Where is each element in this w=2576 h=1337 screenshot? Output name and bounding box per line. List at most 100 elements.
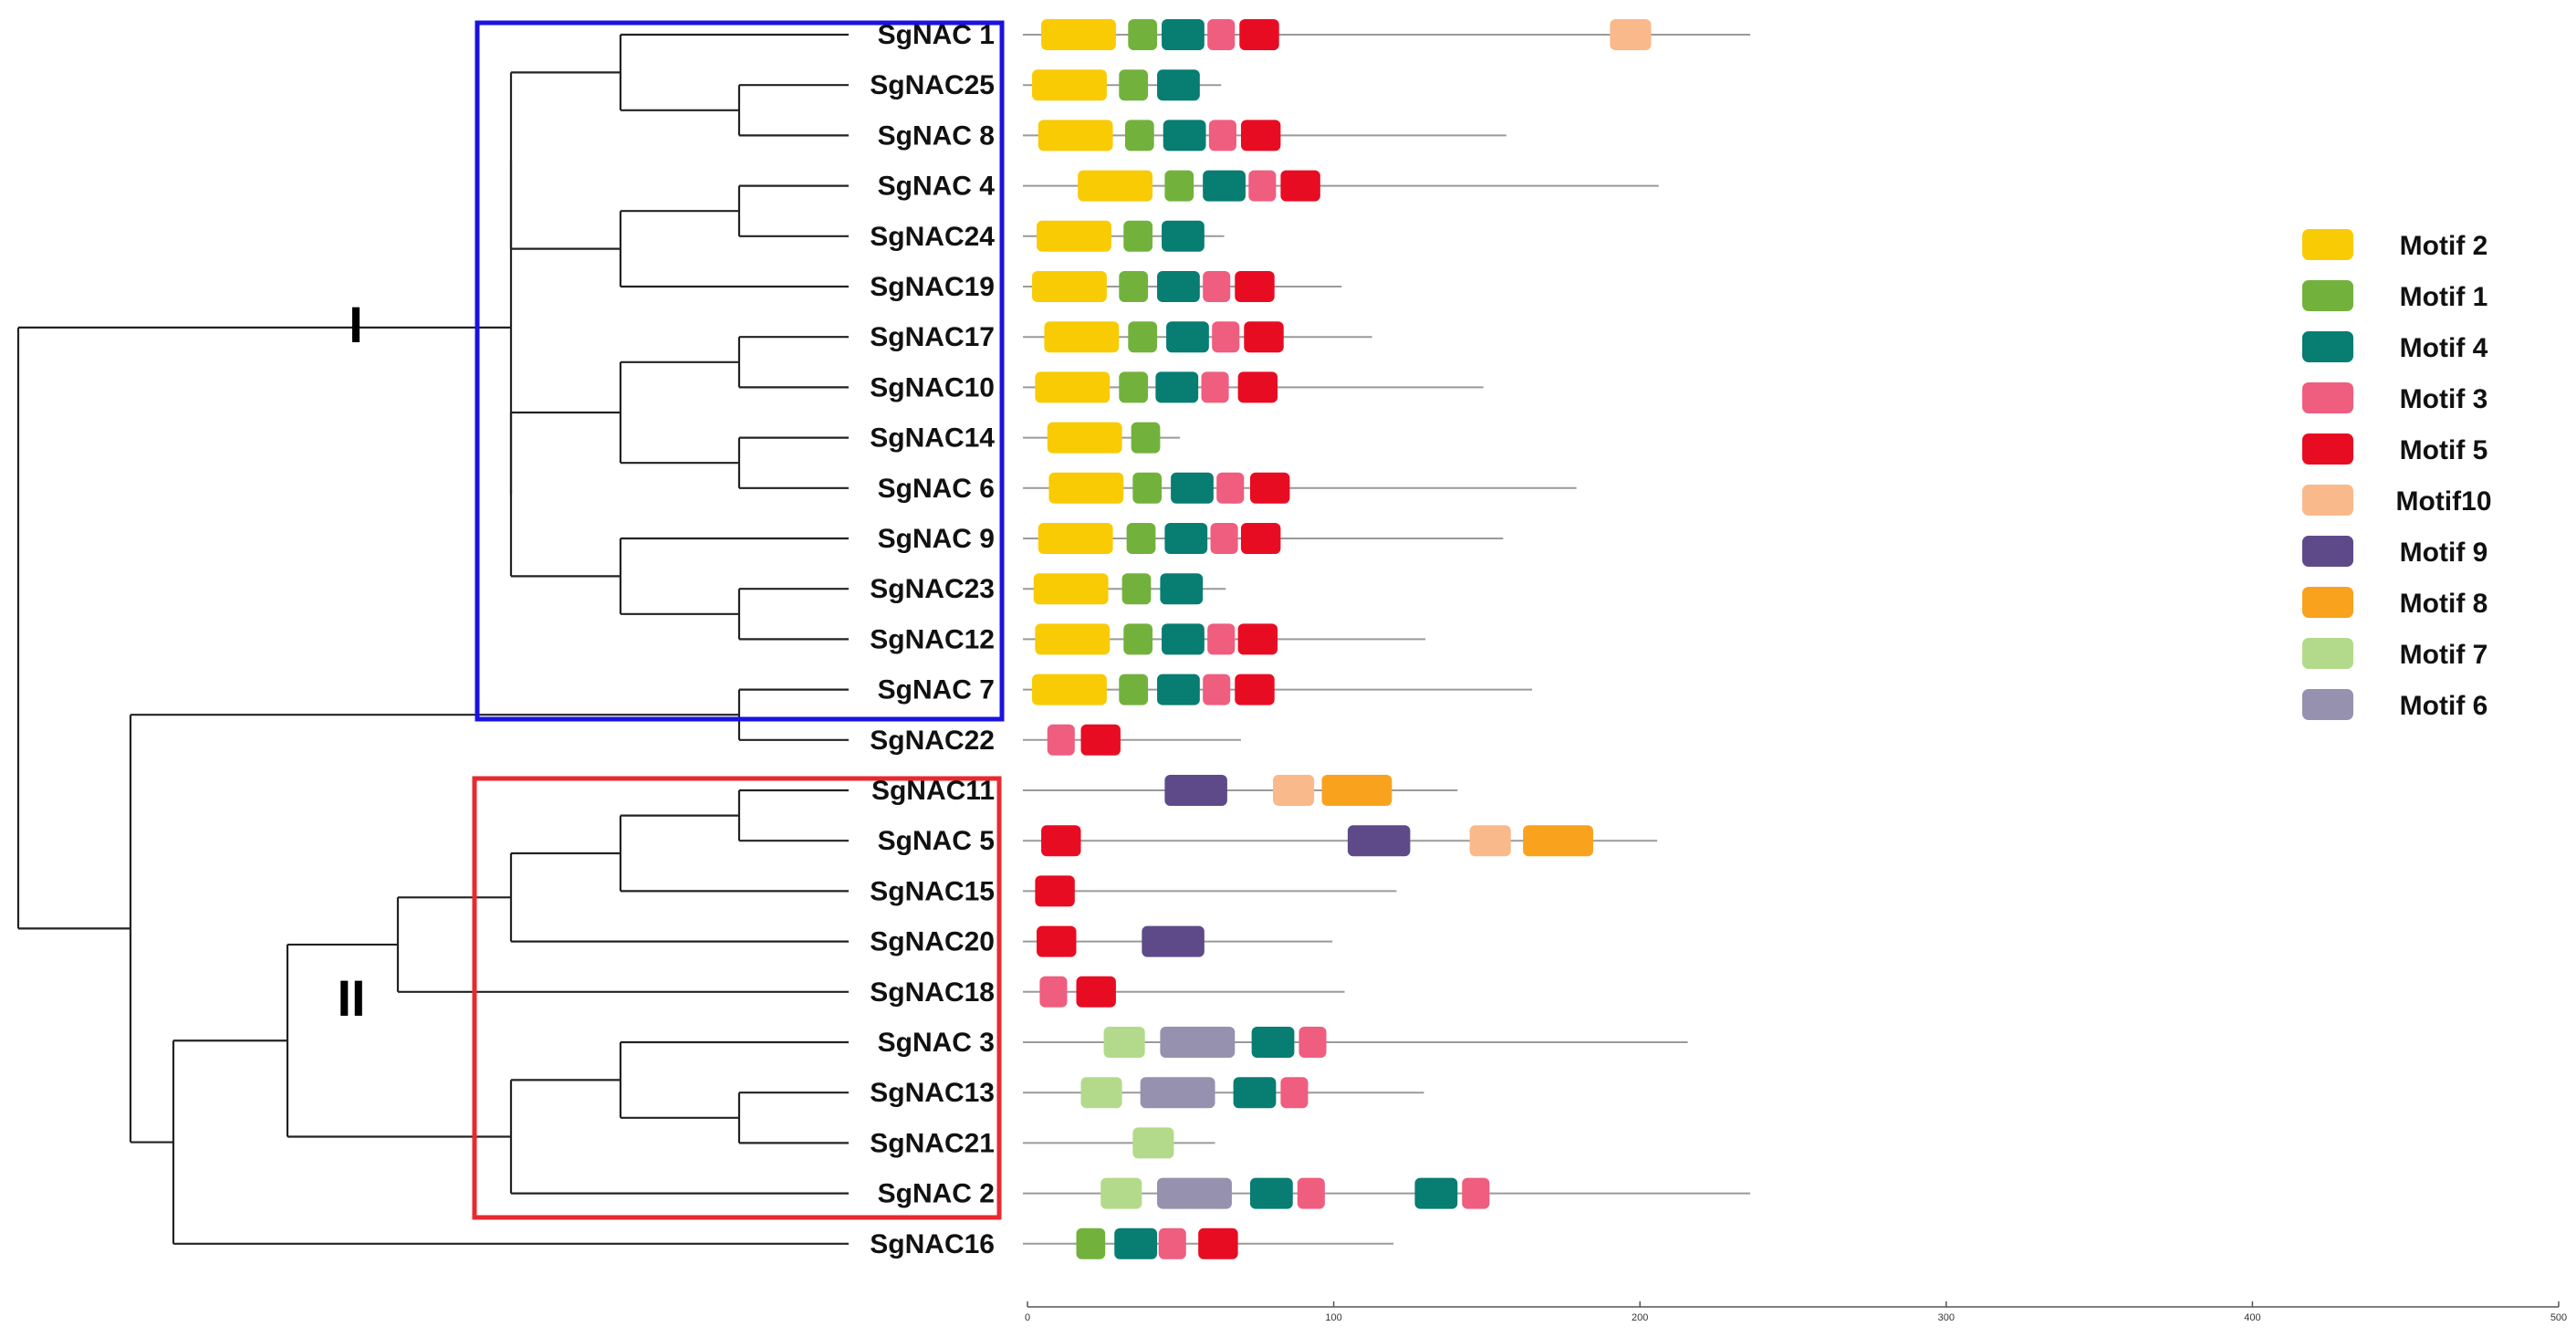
motif-box-motif4 <box>1162 220 1205 252</box>
legend-swatch-motif1 <box>2302 280 2353 311</box>
motif-box-motif4 <box>1251 1027 1295 1058</box>
axis-tick-label: 0 <box>1025 1312 1030 1323</box>
gene-label-sgnac2: SgNAC 2 <box>878 1179 995 1209</box>
legend-swatch-motif10 <box>2302 485 2353 516</box>
legend-label-motif6: Motif 6 <box>2400 691 2488 721</box>
motif-box-motif4 <box>1414 1177 1458 1209</box>
motif-box-motif2 <box>1048 472 1124 504</box>
gene-label-sgnac24: SgNAC24 <box>870 222 995 252</box>
group-label-II: II <box>337 969 365 1027</box>
gene-label-sgnac11: SgNAC11 <box>871 776 995 806</box>
motif-box-motif6 <box>1160 1027 1236 1058</box>
legend-swatch-motif5 <box>2302 433 2353 465</box>
gene-label-sgnac22: SgNAC22 <box>870 726 995 756</box>
legend-swatch-motif2 <box>2302 229 2353 260</box>
motif-box-motif1 <box>1164 170 1194 202</box>
motif-box-motif3 <box>1158 1227 1186 1259</box>
motif-box-motif2 <box>1032 674 1107 705</box>
motif-box-motif3 <box>1462 1177 1490 1209</box>
motif-box-motif4 <box>1157 674 1200 705</box>
legend-label-motif4: Motif 4 <box>2400 333 2488 363</box>
motif-box-motif5 <box>1037 925 1077 957</box>
gene-label-sgnac1: SgNAC 1 <box>878 20 995 50</box>
motif-box-motif1 <box>1123 623 1153 655</box>
motif-tracks <box>1023 19 1751 1259</box>
gene-label-sgnac13: SgNAC13 <box>870 1078 995 1108</box>
motif-box-motif2 <box>1038 523 1113 554</box>
motif-box-motif4 <box>1171 472 1214 504</box>
axis-tick-label: 500 <box>2550 1312 2567 1323</box>
motif-box-motif3 <box>1297 1177 1325 1209</box>
gene-label-sgnac16: SgNAC16 <box>870 1229 995 1259</box>
motif-box-motif3 <box>1216 472 1245 504</box>
legend-label-motif8: Motif 8 <box>2400 589 2488 619</box>
motif-box-motif4 <box>1203 170 1246 202</box>
legend-swatch-motif8 <box>2302 587 2353 618</box>
motif-box-motif7 <box>1100 1177 1142 1209</box>
legend-label-motif5: Motif 5 <box>2400 435 2488 465</box>
motif-box-motif2 <box>1035 623 1111 655</box>
motif-box-motif1 <box>1124 120 1154 151</box>
motif-box-motif7 <box>1132 1127 1174 1159</box>
motif-box-motif3 <box>1207 623 1236 655</box>
motif-box-motif3 <box>1201 371 1229 403</box>
motif-box-motif10 <box>1610 19 1652 50</box>
motif-box-motif3 <box>1208 120 1236 151</box>
axis-tick-label: 400 <box>2244 1312 2260 1323</box>
gene-label-sgnac25: SgNAC25 <box>870 70 995 100</box>
motif-box-motif5 <box>1239 19 1279 50</box>
motif-box-motif3 <box>1298 1027 1327 1058</box>
motif-box-motif4 <box>1233 1077 1277 1109</box>
gene-label-sgnac3: SgNAC 3 <box>878 1028 995 1058</box>
legend-swatch-motif7 <box>2302 638 2353 669</box>
gene-label-sgnac10: SgNAC10 <box>870 372 995 402</box>
gene-label-sgnac7: SgNAC 7 <box>878 675 995 705</box>
motif-box-motif4 <box>1162 19 1205 50</box>
axis-tick-label: 300 <box>1938 1312 1955 1323</box>
gene-label-sgnac9: SgNAC 9 <box>878 524 995 554</box>
legend-label-motif7: Motif 7 <box>2400 640 2488 670</box>
gene-label-sgnac6: SgNAC 6 <box>878 474 995 504</box>
motif-box-motif2 <box>1037 220 1111 252</box>
motif-box-motif5 <box>1280 170 1320 202</box>
motif-box-motif1 <box>1119 271 1149 302</box>
motif-box-motif3 <box>1047 724 1075 756</box>
motif-box-motif4 <box>1166 321 1209 353</box>
motif-box-motif1 <box>1132 472 1163 504</box>
legend-swatch-motif3 <box>2302 382 2353 413</box>
motif-box-motif5 <box>1237 623 1278 655</box>
motif-box-motif3 <box>1210 523 1238 554</box>
motif-box-motif5 <box>1244 321 1284 353</box>
motif-box-motif2 <box>1044 321 1120 353</box>
motif-box-motif3 <box>1039 976 1068 1008</box>
motif-box-motif1 <box>1126 523 1156 554</box>
motif-box-motif5 <box>1198 1227 1238 1259</box>
motif-box-motif4 <box>1157 271 1200 302</box>
motif-box-motif2 <box>1038 120 1113 151</box>
group-boxes: III <box>337 20 1005 1220</box>
motif-box-motif1 <box>1123 220 1153 252</box>
motif-box-motif10 <box>1273 775 1315 806</box>
motif-box-motif8 <box>1321 775 1392 806</box>
motif-box-motif2 <box>1032 271 1107 302</box>
motif-box-motif3 <box>1212 321 1240 353</box>
group-box-II <box>472 776 1002 1220</box>
motif-box-motif5 <box>1041 825 1081 857</box>
motif-box-motif2 <box>1078 170 1153 202</box>
gene-label-sgnac19: SgNAC19 <box>870 272 995 302</box>
gene-label-sgnac14: SgNAC14 <box>870 423 995 454</box>
group-box-I <box>475 20 1005 722</box>
gene-label-sgnac8: SgNAC 8 <box>878 120 995 151</box>
motif-box-motif4 <box>1163 120 1206 151</box>
motif-box-motif9 <box>1142 925 1205 957</box>
motif-box-motif5 <box>1249 472 1290 504</box>
axis-tick-label: 200 <box>1632 1312 1648 1323</box>
motif-box-motif1 <box>1076 1227 1106 1259</box>
motif-box-motif2 <box>1035 371 1111 403</box>
legend-label-motif2: Motif 2 <box>2400 231 2488 261</box>
gene-label-sgnac18: SgNAC18 <box>870 977 995 1008</box>
legend-label-motif3: Motif 3 <box>2400 384 2488 414</box>
motif-box-motif5 <box>1235 674 1275 705</box>
motif-box-motif4 <box>1114 1227 1158 1259</box>
